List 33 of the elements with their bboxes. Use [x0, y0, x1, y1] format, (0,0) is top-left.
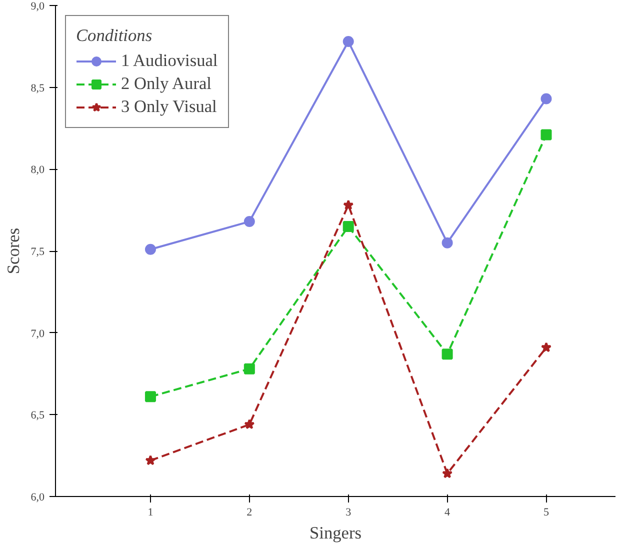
x-tick-label: 1: [148, 506, 154, 518]
x-tick-label: 2: [246, 506, 252, 518]
point: [145, 454, 156, 466]
y-axis-title: Scores: [4, 228, 23, 274]
point: [244, 216, 255, 228]
x-axis-title: Singers: [310, 524, 362, 542]
y-tick-label: 8,0: [30, 164, 45, 176]
y-tick-label: 6,5: [30, 410, 45, 422]
x-tick-label: 5: [543, 506, 550, 518]
point: [144, 391, 156, 402]
y-tick-label: 7,0: [30, 328, 45, 340]
point: [244, 363, 255, 374]
y-tick-label: 8,5: [30, 82, 45, 94]
y-tick-label: 7,5: [30, 246, 45, 258]
point: [343, 200, 354, 210]
point: [144, 244, 156, 255]
y-tick-label: 6,0: [30, 492, 45, 504]
point: [540, 129, 552, 140]
y-tick-label: 9,0: [30, 0, 45, 12]
point: [342, 220, 354, 232]
point: [442, 468, 453, 478]
point: [442, 348, 453, 360]
legend-label: 1 Audiovisual: [121, 51, 218, 71]
point: [342, 36, 354, 47]
point: [540, 93, 552, 104]
point: [244, 418, 255, 430]
x-tick-label: 3: [346, 506, 352, 518]
point: [540, 342, 552, 352]
legend-label: 2 Only Aural: [121, 74, 212, 94]
legend-title: Conditions: [76, 26, 154, 46]
legend-label: 3 Only Visual: [121, 97, 217, 117]
x-tick-label: 4: [444, 506, 451, 518]
point: [442, 237, 453, 248]
